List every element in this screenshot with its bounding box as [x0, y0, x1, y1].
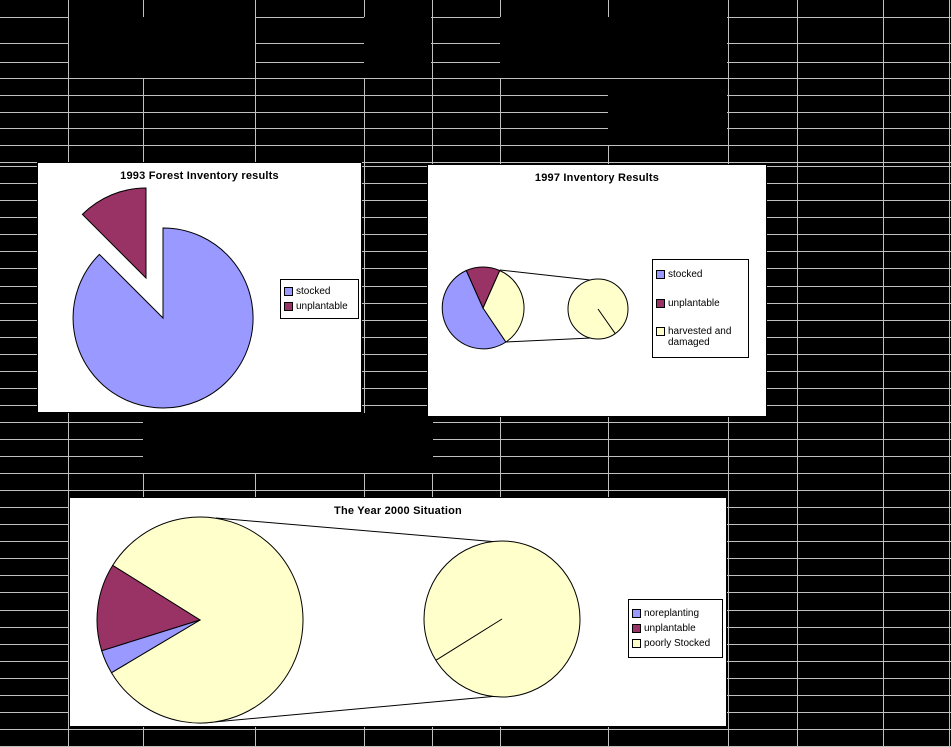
gridline-horizontal — [0, 145, 951, 146]
chart-year-2000-situation[interactable]: The Year 2000 Situation noreplanting unpl… — [69, 497, 727, 727]
legend-label: unplantable — [296, 301, 348, 312]
legend-swatch-icon — [632, 639, 641, 648]
gridline-horizontal — [0, 162, 951, 163]
gridline-horizontal — [0, 78, 951, 79]
legend-item: stocked — [656, 269, 745, 280]
legend-label: harvested and damaged — [668, 326, 732, 348]
legend-swatch-icon — [656, 298, 665, 308]
filled-cells-region[interactable] — [69, 17, 255, 78]
legend-label: unplantable — [668, 297, 720, 309]
legend-item: harvested and damaged — [656, 326, 745, 348]
legend-swatch-icon — [632, 609, 641, 618]
filled-cells-region[interactable] — [608, 79, 727, 145]
chart-1993-forest-inventory[interactable]: 1993 Forest Inventory results stocked unp… — [37, 162, 362, 413]
legend-label: noreplanting — [644, 608, 700, 619]
gridline-horizontal — [0, 62, 951, 63]
legend-label: stocked — [296, 286, 331, 297]
gridline-horizontal — [0, 456, 951, 457]
gridline-vertical — [364, 0, 365, 747]
gridline-horizontal — [0, 439, 951, 440]
chart-title: The Year 2000 Situation — [334, 505, 462, 517]
legend-swatch-icon — [632, 624, 641, 633]
chart-legend[interactable]: stocked unplantable harvested and damaged — [652, 259, 749, 358]
filled-cells-region[interactable] — [364, 17, 431, 78]
filled-cells-region[interactable] — [143, 413, 433, 473]
gridline-horizontal — [0, 729, 951, 730]
filled-cells-region[interactable] — [500, 17, 727, 78]
gridline-horizontal — [0, 422, 951, 423]
chart-legend[interactable]: stocked unplantable — [280, 279, 359, 319]
chart-title: 1997 Inventory Results — [534, 172, 660, 184]
legend-swatch-icon — [284, 302, 293, 311]
gridline-horizontal — [0, 473, 951, 474]
chart-title: 1993 Forest Inventory results — [120, 170, 279, 182]
gridline-vertical — [797, 0, 798, 747]
gridline-horizontal — [0, 95, 951, 96]
legend-item: stocked — [284, 286, 355, 297]
legend-item: noreplanting — [632, 608, 719, 619]
gridline-horizontal — [0, 43, 951, 44]
chart-1997-inventory[interactable]: 1997 Inventory Results stocked unplantabl… — [427, 164, 767, 417]
pie-chart-canvas[interactable] — [38, 163, 363, 414]
legend-swatch-icon — [656, 270, 665, 279]
pie-of-pie-canvas[interactable] — [428, 165, 768, 418]
legend-swatch-icon — [656, 327, 665, 336]
pie-of-pie-canvas[interactable] — [70, 498, 728, 728]
gridline-horizontal — [0, 490, 951, 491]
legend-label: stocked — [668, 269, 703, 280]
gridline-horizontal — [0, 128, 951, 129]
legend-item: unplantable — [632, 623, 719, 634]
legend-label: poorly Stocked — [644, 638, 711, 649]
legend-swatch-icon — [284, 287, 293, 296]
legend-item: unplantable — [656, 298, 745, 309]
legend-item: poorly Stocked — [632, 638, 719, 649]
gridline-horizontal — [0, 17, 951, 18]
gridline-vertical — [883, 0, 884, 747]
legend-label: unplantable — [644, 623, 696, 634]
legend-item: unplantable — [284, 301, 355, 312]
gridline-horizontal — [0, 112, 951, 113]
chart-legend[interactable]: noreplanting unplantable poorly Stocked — [628, 599, 723, 658]
gridline-vertical — [949, 0, 950, 747]
